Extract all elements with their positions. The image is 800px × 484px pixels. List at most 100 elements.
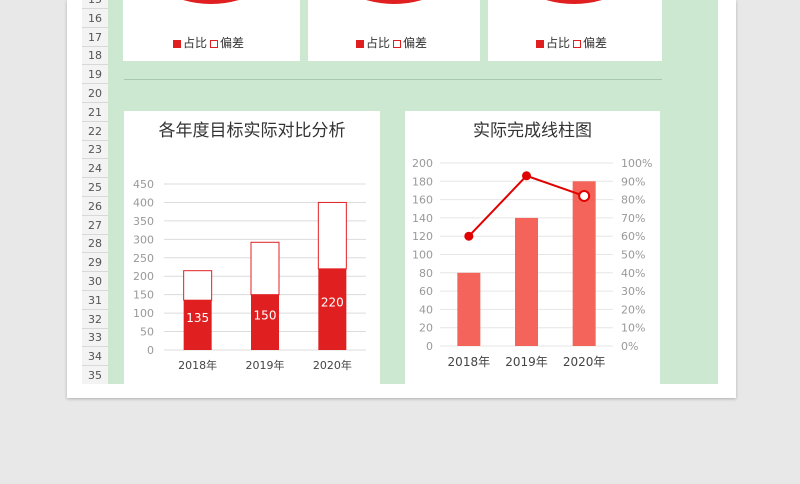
- y2-tick-label: 20%: [621, 303, 645, 316]
- row-header-33[interactable]: 33: [82, 328, 108, 348]
- x-tick-label: 2019年: [505, 355, 548, 369]
- y-tick-label: 160: [412, 194, 433, 207]
- y2-tick-label: 100%: [621, 157, 652, 170]
- y-tick-label: 200: [412, 157, 433, 170]
- row-header-18[interactable]: 18: [82, 46, 108, 66]
- y-tick-label: 150: [133, 289, 154, 302]
- row-header-15[interactable]: 15: [82, 0, 108, 9]
- y-tick-label: 100: [133, 307, 154, 320]
- top-panel-2: 占比 偏差: [308, 0, 480, 61]
- row-header-28[interactable]: 28: [82, 234, 108, 254]
- legend-label: 偏差: [403, 36, 428, 50]
- combo-bar-line-chart: 0 20 40 60 80 100 120 140 160 180 200 0% 10% 20% 30% 40…: [412, 157, 652, 369]
- legend-swatch-filled: [536, 39, 544, 48]
- y-tick-label: 400: [133, 196, 154, 209]
- row-header-34[interactable]: 34: [82, 347, 108, 367]
- y2-tick-label: 10%: [621, 322, 645, 335]
- row-header-23[interactable]: 23: [82, 140, 108, 160]
- legend-swatch-hollow: [210, 39, 219, 48]
- row-header-column: 1516171819202122232425262728293031323334…: [82, 0, 109, 384]
- bar-target: [250, 241, 280, 296]
- chart-title: 实际完成线柱图: [473, 121, 592, 141]
- y2-tick-label: 50%: [621, 249, 645, 262]
- x-tick-label: 2020年: [563, 355, 606, 369]
- divider-line: [124, 79, 662, 80]
- bar-actual: [251, 294, 279, 350]
- legend-label: 占比: [366, 36, 391, 50]
- legend-label: 占比: [546, 36, 571, 50]
- bar-actual: [318, 268, 347, 350]
- row-header-30[interactable]: 30: [82, 272, 108, 291]
- y-tick-label: 0: [147, 344, 154, 357]
- data-label: 150: [254, 308, 277, 322]
- bar-actual: [572, 181, 596, 346]
- y2-tick-label: 80%: [621, 194, 645, 207]
- y-tick-label: 120: [412, 230, 433, 243]
- legend: 占比 偏差: [173, 34, 244, 51]
- bar-target: [317, 201, 347, 270]
- y-tick-label: 180: [412, 175, 433, 188]
- bar-actual: [515, 217, 538, 346]
- chart-panel-actual-line-bar: 实际完成线柱图 0 20 40 60 80 100 120 140 160 180 200 0% 10%…: [405, 111, 660, 384]
- chart-title: 各年度目标实际对比分析: [158, 121, 346, 141]
- legend-swatch-hollow: [573, 39, 582, 48]
- row-header-35[interactable]: 35: [82, 366, 108, 384]
- y2-tick-label: 90%: [621, 175, 645, 188]
- data-label: 220: [321, 295, 344, 309]
- y-tick-label: 80: [419, 267, 433, 280]
- bar-target: [183, 270, 213, 301]
- y-tick-label: 60: [419, 285, 433, 298]
- x-tick-label: 2020年: [313, 358, 352, 372]
- row-header-27[interactable]: 27: [82, 216, 108, 235]
- top-panel-3: 占比 偏差: [488, 0, 662, 61]
- x-tick-label: 2019年: [246, 358, 285, 372]
- line-point: [464, 231, 474, 241]
- y2-tick-label: 0%: [621, 340, 638, 353]
- row-header-22[interactable]: 22: [82, 122, 108, 141]
- row-header-25[interactable]: 25: [82, 178, 108, 197]
- line-point: [578, 189, 591, 202]
- y-tick-label: 300: [133, 233, 154, 246]
- y-tick-label: 40: [419, 303, 433, 316]
- legend-swatch-filled: [356, 39, 364, 48]
- row-header-20[interactable]: 20: [82, 84, 108, 103]
- legend-label: 偏差: [583, 36, 608, 50]
- row-header-24[interactable]: 24: [82, 159, 108, 179]
- legend: 占比 偏差: [536, 34, 607, 51]
- y2-tick-label: 40%: [621, 267, 645, 280]
- row-header-31[interactable]: 31: [82, 291, 108, 310]
- row-header-16[interactable]: 16: [82, 9, 108, 28]
- legend-swatch-hollow: [393, 39, 402, 48]
- y2-tick-label: 70%: [621, 212, 645, 225]
- y-tick-label: 450: [133, 178, 154, 191]
- y-tick-label: 200: [133, 270, 154, 283]
- legend-swatch-filled: [173, 39, 181, 48]
- row-header-32[interactable]: 32: [82, 310, 108, 329]
- row-header-26[interactable]: 26: [82, 197, 108, 216]
- y-tick-label: 100: [412, 249, 433, 262]
- legend-label: 占比: [183, 36, 208, 50]
- legend-label: 偏差: [220, 36, 245, 50]
- y-tick-label: 140: [412, 212, 433, 225]
- donut-chart-partial: [366, 0, 422, 4]
- x-tick-label: 2018年: [448, 355, 491, 369]
- y-tick-label: 50: [140, 326, 154, 339]
- line-point: [522, 171, 531, 181]
- donut-chart-partial: [183, 0, 239, 4]
- y2-tick-label: 60%: [621, 230, 645, 243]
- bar-chart-stacked: 0 50 100 150 200 250 300 350 400 450 135 2018年 150 20…: [133, 178, 366, 372]
- row-header-19[interactable]: 19: [82, 65, 108, 85]
- y-tick-label: 0: [426, 340, 433, 353]
- row-header-21[interactable]: 21: [82, 103, 108, 122]
- bar-actual: [183, 300, 212, 350]
- legend: 占比 偏差: [356, 34, 427, 51]
- row-header-29[interactable]: 29: [82, 253, 108, 273]
- chart-panel-target-vs-actual: 各年度目标实际对比分析 0 50 100 150 200 250 300 350 400 450 1…: [124, 111, 380, 384]
- x-tick-label: 2018年: [178, 358, 217, 372]
- bar-actual: [457, 272, 481, 346]
- data-label: 135: [186, 311, 209, 325]
- row-header-17[interactable]: 17: [82, 28, 108, 47]
- y-tick-label: 20: [419, 322, 433, 335]
- y-tick-label: 250: [133, 252, 154, 265]
- y-tick-label: 350: [133, 215, 154, 228]
